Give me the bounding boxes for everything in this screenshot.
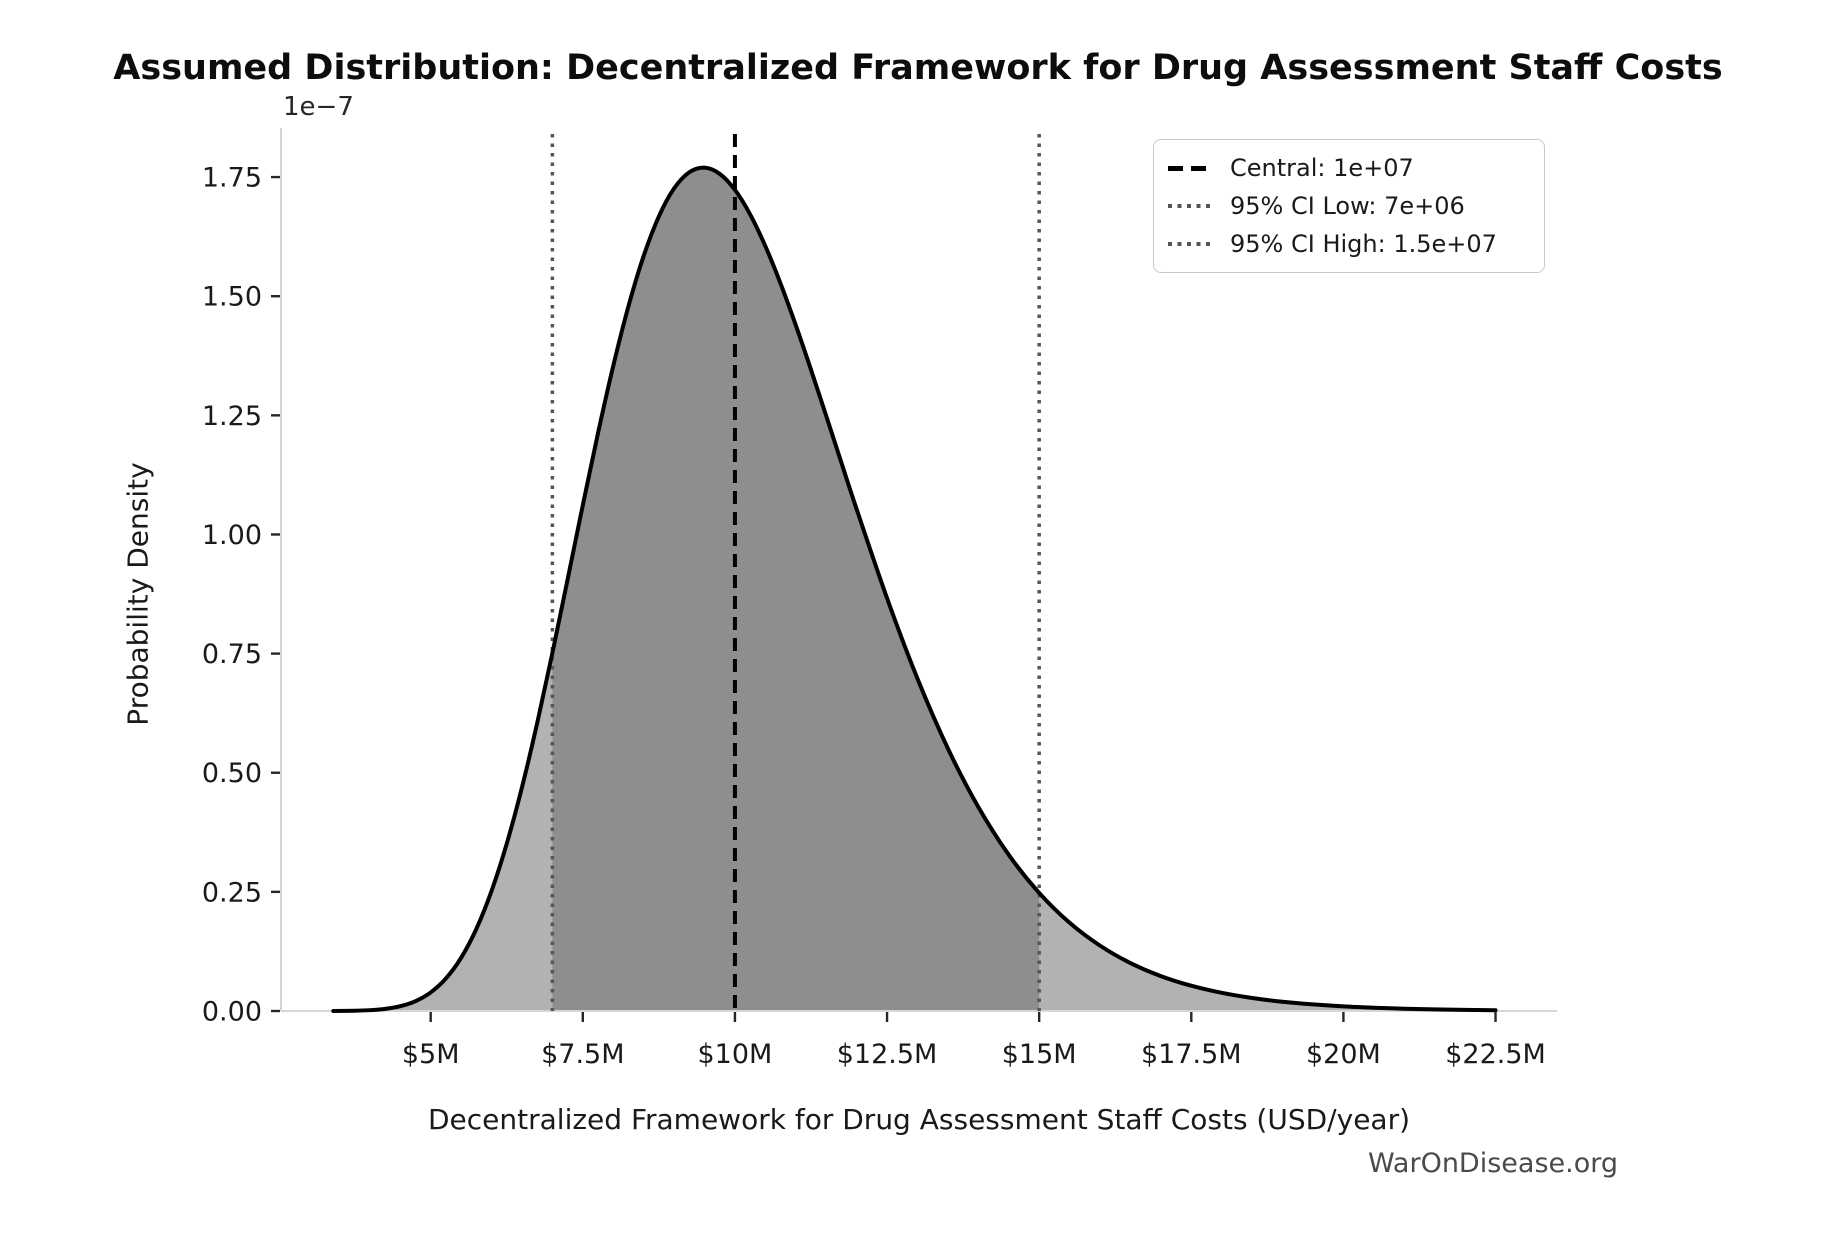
x-axis-label: Decentralized Framework for Drug Assessm…	[427, 1103, 1411, 1136]
legend-entry-label: 95% CI High: 1.5e+07	[1230, 230, 1497, 258]
y-tick-label: 1.50	[202, 282, 262, 313]
y-tick-label: 1.25	[202, 401, 262, 432]
y-tick-label: 1.75	[202, 163, 262, 194]
legend-entry-label: Central: 1e+07	[1230, 154, 1414, 182]
chart-title: Assumed Distribution: Decentralized Fram…	[113, 48, 1723, 88]
density-curve	[331, 165, 1498, 1013]
y-tick-label: 0.75	[202, 639, 262, 670]
y-axis-label: Probability Density	[121, 462, 155, 726]
x-tick-label: $20M	[1306, 1039, 1381, 1070]
legend-entry-central: Central: 1e+07	[1168, 149, 1530, 187]
y-tick-label: 0.50	[202, 758, 262, 789]
legend-entry-ci-high: 95% CI High: 1.5e+07	[1168, 225, 1530, 263]
dashed-line-sample-icon	[1168, 165, 1210, 171]
watermark: WarOnDisease.org	[1367, 1148, 1618, 1179]
ci-region-fill	[552, 167, 1040, 1011]
y-axis-offset-label: 1e−7	[283, 92, 354, 122]
x-tick-label: $7.5M	[541, 1039, 624, 1070]
dotted-line-sample-icon	[1168, 242, 1210, 246]
x-tick-label: $15M	[1002, 1039, 1077, 1070]
x-tick-label: $12.5M	[837, 1039, 938, 1070]
x-tick-label: $22.5M	[1445, 1039, 1546, 1070]
y-tick-label: 1.00	[202, 520, 262, 551]
y-tick-label: 0.00	[202, 997, 262, 1028]
y-tick-label: 0.25	[202, 877, 262, 908]
legend-entry-label: 95% CI Low: 7e+06	[1230, 192, 1465, 220]
legend: Central: 1e+07 95% CI Low: 7e+06 95% CI …	[1153, 139, 1545, 273]
x-tick-label: $17.5M	[1141, 1039, 1242, 1070]
x-tick-label: $5M	[402, 1039, 460, 1070]
legend-entry-ci-low: 95% CI Low: 7e+06	[1168, 187, 1530, 225]
x-tick-label: $10M	[698, 1039, 773, 1070]
dotted-line-sample-icon	[1168, 204, 1210, 208]
